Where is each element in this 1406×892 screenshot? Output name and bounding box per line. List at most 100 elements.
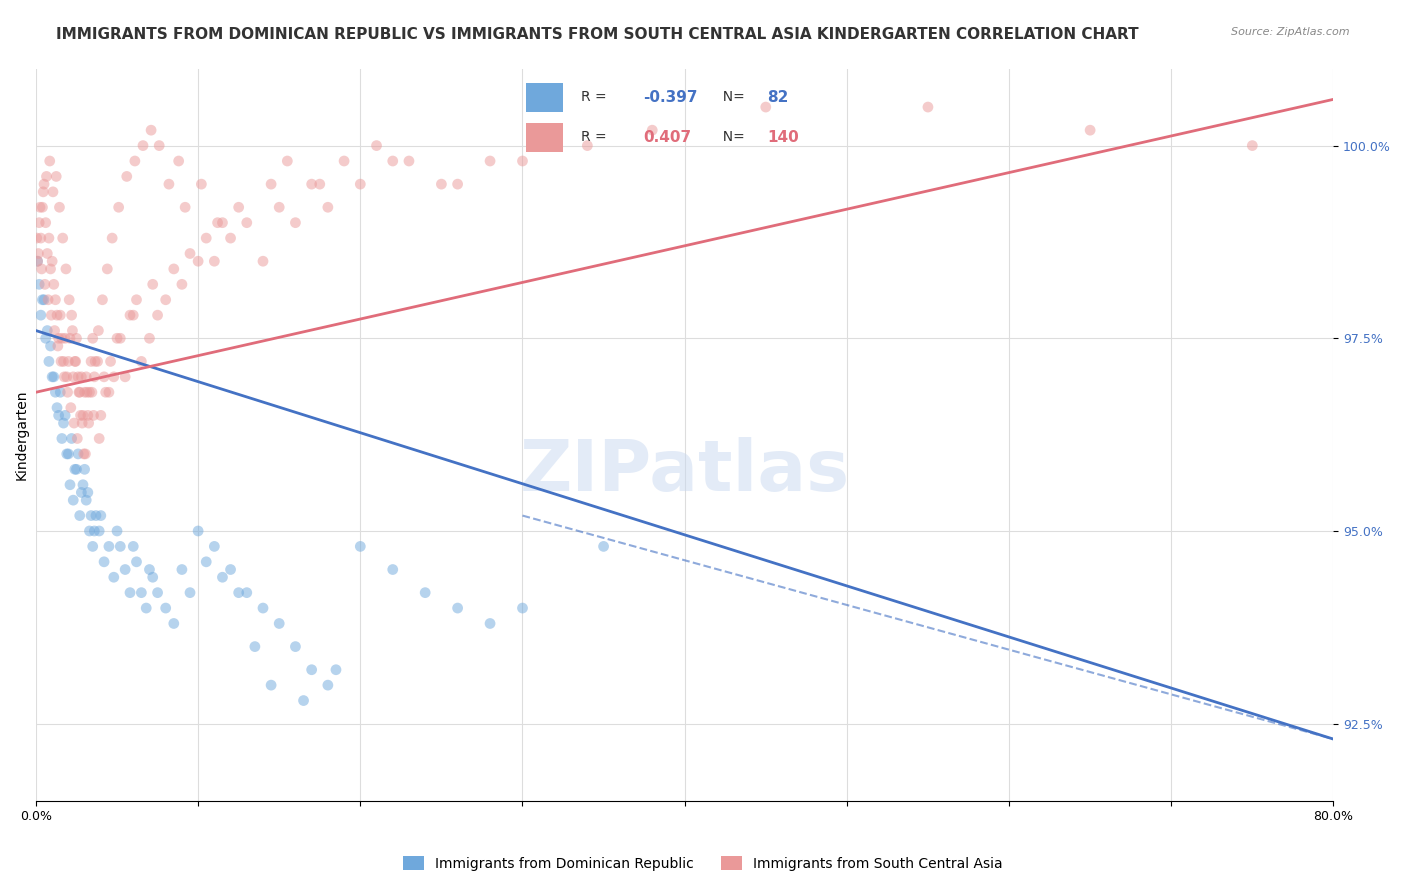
Point: [48, 200, 70, 214]
Point: [42, 185, 65, 199]
Point: [179, 585, 201, 599]
Point: [125, 555, 148, 569]
Point: [44, 324, 66, 338]
Point: [1241, 138, 1264, 153]
Point: [60, 432, 83, 446]
Point: [301, 177, 323, 191]
Point: [80, 385, 103, 400]
Point: [276, 154, 298, 169]
Point: [155, 293, 177, 307]
Point: [187, 254, 209, 268]
Point: [105, 524, 128, 538]
Point: [125, 293, 148, 307]
Point: [79, 524, 101, 538]
Point: [93, 369, 115, 384]
Point: [45, 169, 67, 184]
Point: [37, 324, 59, 338]
Point: [27, 254, 49, 268]
Point: [105, 331, 128, 345]
Point: [512, 601, 534, 615]
Point: [90, 409, 112, 423]
Point: [139, 123, 162, 137]
Point: [86, 354, 108, 368]
Point: [60, 308, 83, 322]
Point: [73, 447, 96, 461]
Point: [56, 385, 79, 400]
Point: [187, 524, 209, 538]
Point: [76, 385, 98, 400]
Point: [70, 416, 93, 430]
Point: [592, 540, 614, 554]
Point: [34, 277, 56, 292]
Point: [202, 254, 225, 268]
Point: [51, 432, 73, 446]
Point: [76, 409, 98, 423]
Point: [366, 138, 388, 153]
Point: [122, 540, 145, 554]
Point: [75, 369, 97, 384]
Point: [32, 293, 55, 307]
Point: [28, 216, 51, 230]
Point: [97, 540, 120, 554]
Point: [31, 261, 53, 276]
Point: [132, 138, 155, 153]
Point: [42, 277, 65, 292]
Point: [38, 231, 60, 245]
Point: [110, 331, 132, 345]
Point: [114, 562, 136, 576]
Point: [131, 585, 153, 599]
Text: Source: ZipAtlas.com: Source: ZipAtlas.com: [1232, 27, 1350, 37]
Point: [49, 385, 72, 400]
Point: [260, 177, 283, 191]
Point: [135, 601, 157, 615]
Point: [138, 331, 160, 345]
Point: [207, 216, 229, 230]
Point: [381, 562, 404, 576]
Point: [28, 200, 51, 214]
Point: [96, 261, 118, 276]
Point: [44, 293, 66, 307]
Point: [93, 555, 115, 569]
Point: [446, 177, 468, 191]
Point: [1078, 123, 1101, 137]
Point: [100, 354, 122, 368]
Point: [110, 540, 132, 554]
Point: [479, 616, 502, 631]
Point: [65, 331, 87, 345]
Point: [413, 585, 436, 599]
Point: [87, 324, 110, 338]
Text: 82: 82: [766, 90, 789, 104]
Point: [52, 231, 75, 245]
Point: [349, 540, 371, 554]
Point: [236, 216, 259, 230]
Point: [35, 169, 58, 184]
Point: [62, 369, 84, 384]
Point: [53, 409, 76, 423]
Point: [122, 308, 145, 322]
Point: [479, 154, 502, 169]
Point: [118, 585, 141, 599]
Point: [31, 293, 53, 307]
Point: [58, 447, 80, 461]
Point: [48, 331, 70, 345]
Text: R =: R =: [581, 90, 612, 104]
Legend: Immigrants from Dominican Republic, Immigrants from South Central Asia: Immigrants from Dominican Republic, Immi…: [398, 850, 1008, 876]
Point: [49, 354, 72, 368]
Point: [292, 693, 315, 707]
Point: [641, 123, 664, 137]
Point: [39, 261, 62, 276]
Point: [83, 524, 105, 538]
Point: [243, 640, 266, 654]
Point: [269, 200, 291, 214]
Point: [59, 477, 82, 491]
Point: [301, 663, 323, 677]
Point: [146, 585, 169, 599]
Point: [59, 401, 82, 415]
Point: [142, 570, 165, 584]
Point: [48, 409, 70, 423]
Point: [236, 585, 259, 599]
Point: [228, 585, 250, 599]
Point: [67, 369, 90, 384]
Point: [398, 154, 420, 169]
Point: [252, 601, 274, 615]
